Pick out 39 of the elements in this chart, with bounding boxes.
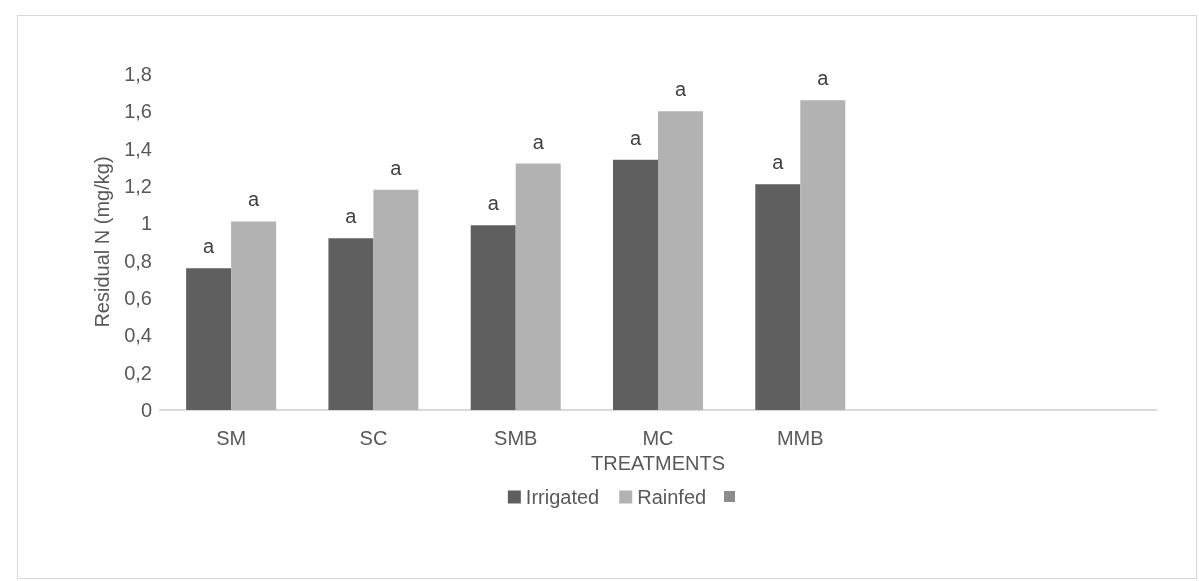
- x-tick-label: MMB: [776, 427, 824, 449]
- data-label: a: [390, 156, 403, 179]
- data-label: a: [248, 188, 261, 211]
- bar: [231, 221, 277, 410]
- data-label: a: [203, 235, 216, 258]
- x-tick-label: SC: [359, 427, 388, 449]
- x-axis-title: TREATMENTS: [590, 451, 726, 474]
- x-tick-label: MC: [642, 427, 674, 449]
- bar: [755, 184, 801, 410]
- data-label: a: [772, 151, 785, 174]
- data-label: a: [345, 205, 358, 228]
- y-tick-label: 0,6: [124, 287, 152, 309]
- bar: [613, 159, 658, 410]
- bar: [470, 225, 516, 410]
- x-tick-label: SM: [216, 427, 247, 449]
- y-tick-label: 1,4: [124, 137, 152, 160]
- y-tick-label: 1: [140, 212, 152, 235]
- y-tick-label: 0,8: [124, 249, 152, 272]
- data-label: a: [487, 192, 500, 215]
- bar: [658, 111, 703, 410]
- data-label: a: [629, 126, 642, 149]
- bar: [515, 163, 561, 410]
- y-tick-label: 0: [140, 399, 152, 421]
- legend-label: Rainfed: [637, 486, 707, 508]
- x-tick-label: SMB: [494, 427, 538, 449]
- bar: [186, 268, 232, 410]
- bar: [328, 238, 374, 410]
- y-axis-title: Residual N (mg/kg): [91, 156, 113, 328]
- data-label: a: [674, 78, 687, 101]
- data-label: a: [532, 130, 545, 153]
- y-tick-label: 1,2: [124, 175, 152, 197]
- y-tick-label: 0,2: [124, 361, 152, 384]
- bar: [800, 100, 846, 410]
- data-label: a: [817, 67, 830, 90]
- y-tick-label: 0,4: [124, 324, 152, 347]
- bar: [373, 189, 419, 410]
- y-tick-label: 1,8: [124, 63, 152, 85]
- y-tick-label: 1,6: [124, 100, 152, 123]
- legend-label: Irrigated: [525, 486, 600, 508]
